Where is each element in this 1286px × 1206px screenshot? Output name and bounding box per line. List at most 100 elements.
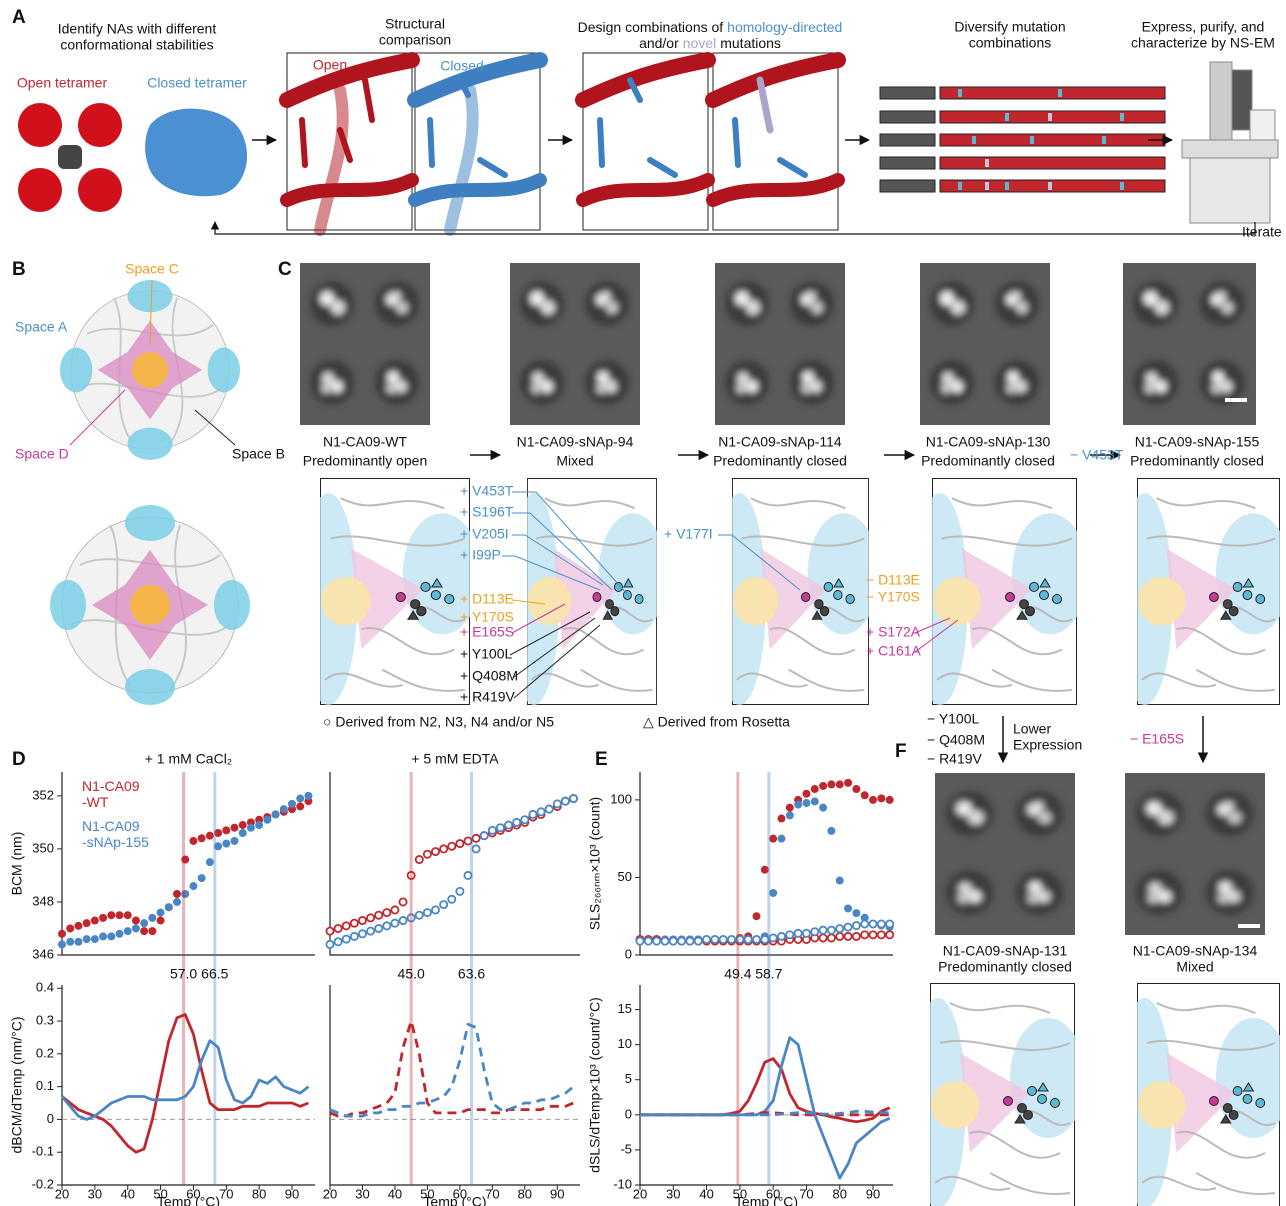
x-tick-label: 40	[699, 1186, 713, 1201]
data-point	[255, 821, 263, 829]
data-point	[343, 922, 350, 929]
x-tick-label: 60	[766, 1186, 780, 1201]
step-text: Structural	[385, 16, 445, 32]
data-point	[157, 909, 165, 917]
legend-text: ○ Derived from N2, N3, N4 and/or N5	[323, 714, 554, 730]
structure-image	[910, 984, 1086, 1206]
data-point	[391, 906, 398, 913]
data-point	[173, 890, 181, 898]
chart-title: + 1 mM CaCl₂	[145, 751, 233, 767]
panel-label: C	[278, 259, 292, 280]
sequence-bars	[880, 87, 1165, 192]
axis	[62, 985, 315, 1185]
reference-label: 66.5	[201, 966, 228, 982]
em-image	[300, 263, 430, 425]
data-point	[844, 904, 852, 912]
mutation: + S172A	[866, 624, 921, 640]
data-point	[448, 843, 455, 850]
data-point	[132, 917, 140, 925]
mutation: − Q408M	[927, 732, 985, 748]
data-point	[296, 802, 304, 810]
step-text: comparison	[379, 32, 451, 48]
data-point	[157, 917, 165, 925]
y-tick-label: 100	[610, 791, 632, 806]
data-point	[570, 795, 577, 802]
data-point	[811, 785, 819, 793]
data-point	[272, 810, 280, 818]
data-point	[861, 920, 868, 927]
x-tick-label: 90	[550, 1186, 564, 1201]
data-point	[58, 930, 66, 938]
data-point	[351, 920, 358, 927]
data-point	[827, 827, 835, 835]
data-point	[367, 914, 374, 921]
data-line	[62, 1041, 308, 1120]
y-tick-label: 350	[32, 840, 54, 855]
decoration	[940, 157, 1165, 169]
axis	[330, 985, 580, 1185]
mutation: − D113E	[866, 572, 920, 588]
construct-name: N1-CA09-sNAp-131	[943, 943, 1068, 959]
data-point	[670, 937, 677, 944]
decoration	[880, 111, 935, 123]
data-point	[440, 901, 447, 908]
step-text: and/ornovelmutations	[639, 35, 781, 51]
data-point	[456, 888, 463, 895]
x-tick-label: 20	[55, 1186, 69, 1201]
data-point	[222, 840, 230, 848]
data-point	[803, 930, 810, 937]
decoration	[880, 134, 935, 146]
data-point	[165, 903, 173, 911]
data-point	[335, 938, 342, 945]
data-point	[343, 935, 350, 942]
data-point	[440, 845, 447, 852]
data-point	[473, 835, 480, 842]
data-point	[58, 940, 66, 948]
data-point	[304, 792, 312, 800]
data-point	[836, 933, 843, 940]
data-point	[853, 922, 860, 929]
construct-name: N1-CA09-sNAp-114	[718, 434, 842, 450]
x-tick-label: 30	[666, 1186, 680, 1201]
x-tick-label: 40	[388, 1186, 402, 1201]
data-point	[711, 936, 718, 943]
axis	[640, 985, 893, 1185]
data-point	[107, 932, 115, 940]
y-axis-label: dSLS/dTemp×10³ (count/°C)	[587, 997, 603, 1173]
decoration	[1030, 136, 1034, 144]
label: Expression	[1013, 737, 1082, 753]
data-point	[489, 827, 496, 834]
decoration	[58, 145, 82, 169]
decoration	[1058, 89, 1062, 97]
data-point	[432, 906, 439, 913]
decoration	[940, 111, 1165, 123]
data-point	[140, 927, 148, 935]
data-point	[852, 909, 860, 917]
data-point	[189, 837, 197, 845]
data-point	[878, 920, 885, 927]
data-point	[239, 829, 247, 837]
construct-name: N1-CA09-sNAp-130	[926, 434, 1051, 450]
mutation: + S196T	[460, 504, 514, 520]
step-text: Identify NAs with different	[58, 21, 217, 37]
data-point	[247, 824, 255, 832]
data-point	[497, 824, 504, 831]
decoration	[1102, 136, 1106, 144]
data-point	[288, 800, 296, 808]
mutation: + Y100L	[460, 646, 513, 662]
microscope-image	[1182, 62, 1278, 223]
x-tick-label: 20	[323, 1186, 337, 1201]
x-tick-label: 20	[633, 1186, 647, 1201]
mutation: + E165S	[460, 624, 514, 640]
data-point	[720, 936, 727, 943]
data-point	[448, 896, 455, 903]
step-text: Express, purify, and	[1142, 19, 1265, 35]
panel-label: E	[595, 749, 608, 770]
structure-image	[1117, 984, 1286, 1206]
data-point	[424, 851, 431, 858]
mutation: + Q408M	[460, 668, 518, 684]
y-axis-label: dBCM/dTemp (nm/°C)	[9, 1016, 25, 1153]
decoration	[78, 103, 122, 147]
data-point	[91, 935, 99, 943]
y-tick-label: 0.1	[36, 1078, 54, 1093]
